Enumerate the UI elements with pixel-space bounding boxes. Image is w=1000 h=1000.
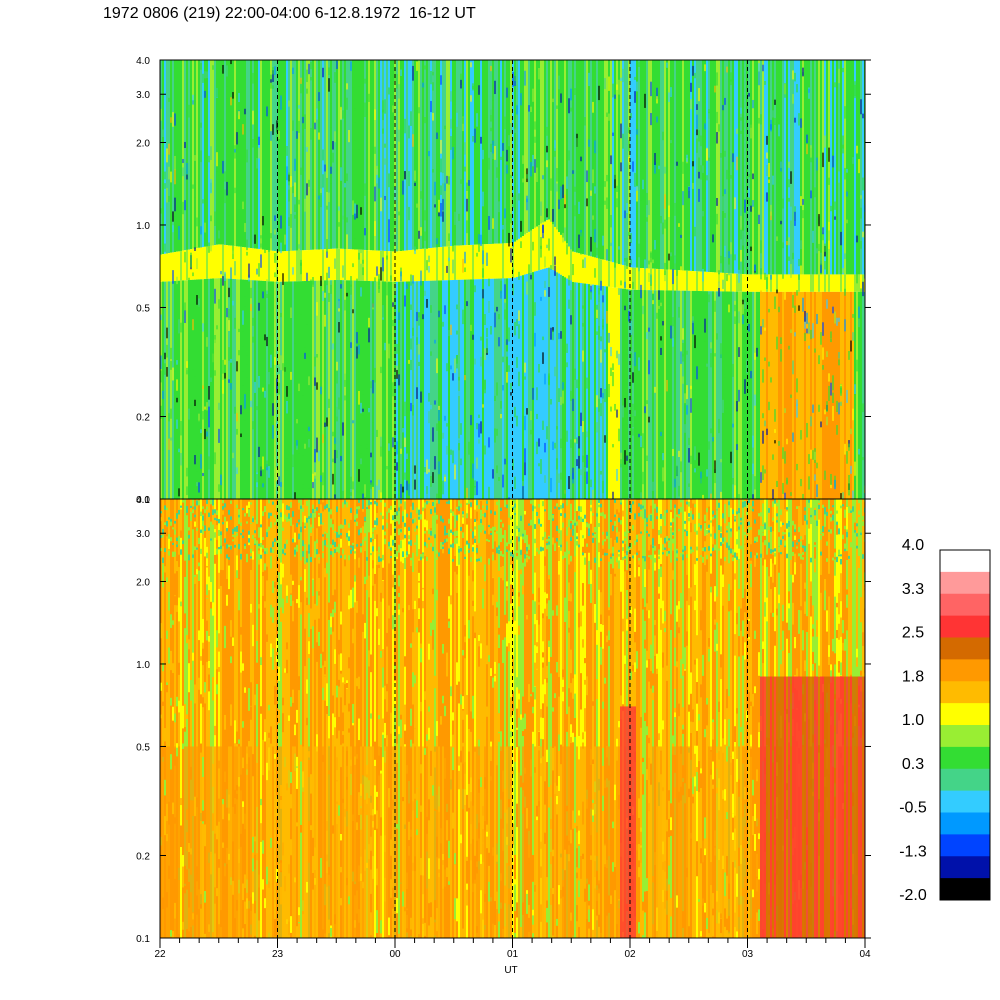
y-tick-label: 0.2 — [136, 413, 150, 424]
colorbar-swatch — [940, 834, 990, 857]
hour-gridlines — [277, 60, 748, 938]
y-tick-label: 1.0 — [136, 221, 150, 232]
chart-title: 1972 0806 (219) 22:00-04:00 6-12.8.1972 … — [103, 5, 476, 22]
y-tick-label: 2.0 — [136, 138, 150, 149]
x-tick-label: 00 — [389, 949, 401, 960]
y-tick-label: 0.2 — [136, 852, 150, 863]
y-tick-label: 0.1 — [136, 934, 150, 945]
y-tick-label: 0.5 — [136, 303, 150, 314]
x-tick-label: 02 — [624, 949, 636, 960]
y-tick-label: 4.0 — [136, 56, 150, 67]
y-tick-label: 0.1 — [136, 495, 150, 506]
colorbar-swatch — [940, 593, 990, 617]
x-tick-label: 01 — [507, 949, 519, 960]
colorbar-swatch — [940, 768, 990, 792]
upper-spectrogram-panel — [160, 60, 865, 499]
colorbar-swatch — [940, 703, 990, 726]
x-tick-label: 04 — [859, 949, 871, 960]
y-tick-label: 4.0 — [136, 495, 150, 506]
colorbar-swatch — [940, 637, 990, 660]
colorbar-swatch — [940, 615, 990, 638]
colorbar-swatch — [940, 790, 990, 813]
y-tick-label: 3.0 — [136, 90, 150, 101]
colorbar-swatch — [940, 659, 990, 682]
colorbar-tick-label: 1.8 — [902, 668, 924, 685]
colorbar-tick-label: 3.3 — [902, 581, 924, 598]
colorbar-frame — [939, 549, 991, 901]
colorbar-tick-label: 1.0 — [902, 712, 924, 729]
y-tick-label: 2.0 — [136, 577, 150, 588]
y-tick-label: 3.0 — [136, 529, 150, 540]
colorbar-swatch — [940, 856, 990, 879]
colorbar-tick-label: -0.5 — [899, 800, 927, 817]
x-tick-label: 22 — [154, 949, 166, 960]
colorbar-swatch — [940, 812, 990, 835]
y-tick-label: 1.0 — [136, 660, 150, 671]
axis-ticks: 0.10.20.51.02.03.04.00.10.20.51.02.03.04… — [136, 56, 871, 960]
colorbar-tick-label: 2.5 — [902, 625, 924, 642]
y-tick-label: 0.5 — [136, 742, 150, 753]
colorbar-tick-label: 4.0 — [902, 537, 924, 554]
colorbar-tick-label: -1.3 — [899, 843, 927, 860]
colorbar-swatch — [940, 571, 990, 595]
colorbar: 4.0 3.3 2.5 1.8 1.0 0.3 -0.5 -1.3 -2.0 — [899, 537, 991, 904]
colorbar-swatch — [940, 725, 990, 748]
colorbar-swatch — [940, 878, 990, 901]
colorbar-swatch — [940, 681, 990, 704]
x-axis-label: UT — [504, 965, 517, 976]
colorbar-swatch — [940, 746, 990, 770]
colorbar-tick-label: -2.0 — [899, 887, 927, 904]
colorbar-tick-label: 0.3 — [902, 756, 924, 773]
x-tick-label: 23 — [272, 949, 284, 960]
x-tick-label: 03 — [742, 949, 754, 960]
colorbar-swatch — [940, 550, 990, 573]
